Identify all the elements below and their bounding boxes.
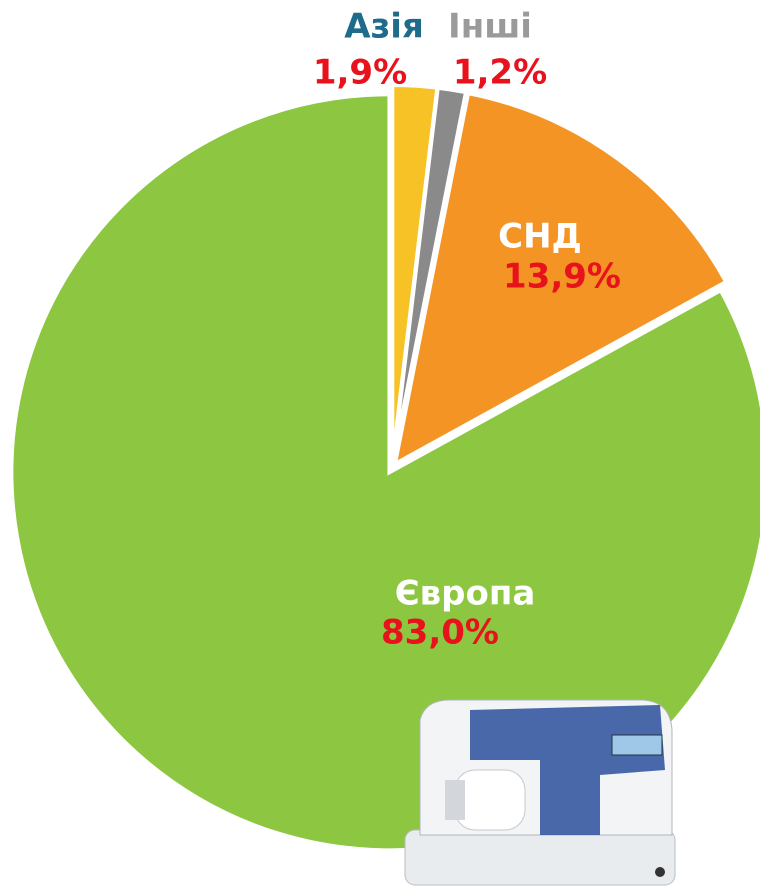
value-label: 83,0%: [381, 613, 499, 653]
category-label: СНД: [498, 217, 582, 257]
category-label: Інші: [448, 7, 532, 47]
chart: Азія 1,9% Інші 1,2% СНД13,9% Європа83,0%: [0, 0, 760, 895]
category-label: Європа: [395, 574, 536, 614]
page: Азія1,9%Інші1,2%СНД13,9%Європа83,0% (() …: [0, 0, 760, 895]
category-label: Азія: [344, 7, 424, 47]
value-label: 1,9%: [313, 53, 407, 93]
value-label: 1,2%: [453, 53, 547, 93]
value-label: 13,9%: [503, 257, 621, 297]
sewing-machine-illustration: [405, 700, 675, 885]
